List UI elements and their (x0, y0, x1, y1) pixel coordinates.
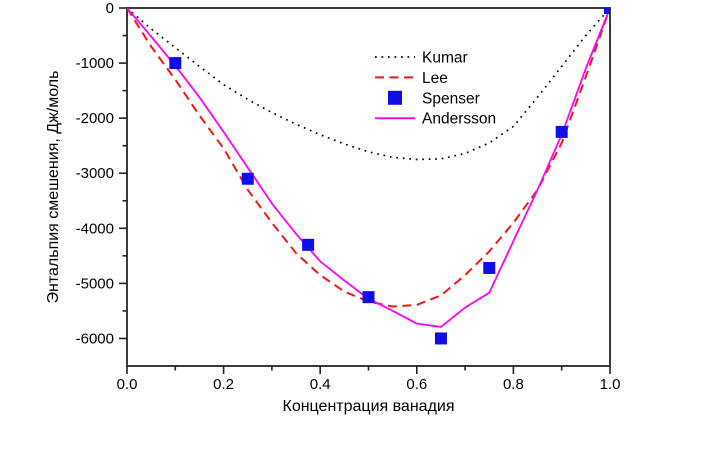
marker-spenser (241, 172, 254, 185)
legend-label-lee: Lee (422, 70, 448, 87)
x-tick-label: 0.8 (503, 376, 524, 393)
y-tick-label: -3000 (76, 165, 114, 182)
marker-spenser (483, 261, 496, 274)
x-tick-label: 0.4 (310, 376, 331, 393)
x-axis-label: Концентрация ванадия (282, 398, 455, 415)
series-markers-spenser (169, 8, 610, 345)
y-tick-label: -2000 (76, 110, 114, 127)
series-line-kumar (127, 8, 610, 161)
legend-label-spenser: Spenser (422, 90, 480, 107)
legend-label-andersson: Andersson (422, 111, 496, 128)
x-tick-label: 0.2 (213, 376, 234, 393)
x-tick-label: 0.6 (406, 376, 427, 393)
x-tick-label: 0.0 (117, 376, 138, 393)
y-tick-label: 0 (106, 0, 114, 17)
marker-spenser (555, 125, 568, 138)
y-tick-label: -4000 (76, 220, 114, 237)
marker-spenser (169, 57, 182, 70)
y-tick-label: -1000 (76, 55, 114, 72)
series-line-lee (127, 8, 610, 308)
series-line-andersson (127, 8, 610, 328)
y-tick-label: -5000 (76, 275, 114, 292)
marker-spenser (302, 238, 315, 251)
y-axis-label: Энтальпия смешения, Дж/моль (45, 70, 62, 304)
marker-spenser (362, 291, 375, 304)
marker-spenser (434, 332, 447, 345)
legend-label-kumar: Kumar (422, 50, 468, 67)
legend-marker-spenser (388, 90, 402, 105)
x-tick-label: 1.0 (600, 376, 621, 393)
marker-spenser (604, 8, 610, 14)
y-tick-label: -6000 (76, 330, 114, 347)
plot-frame (126, 7, 611, 367)
